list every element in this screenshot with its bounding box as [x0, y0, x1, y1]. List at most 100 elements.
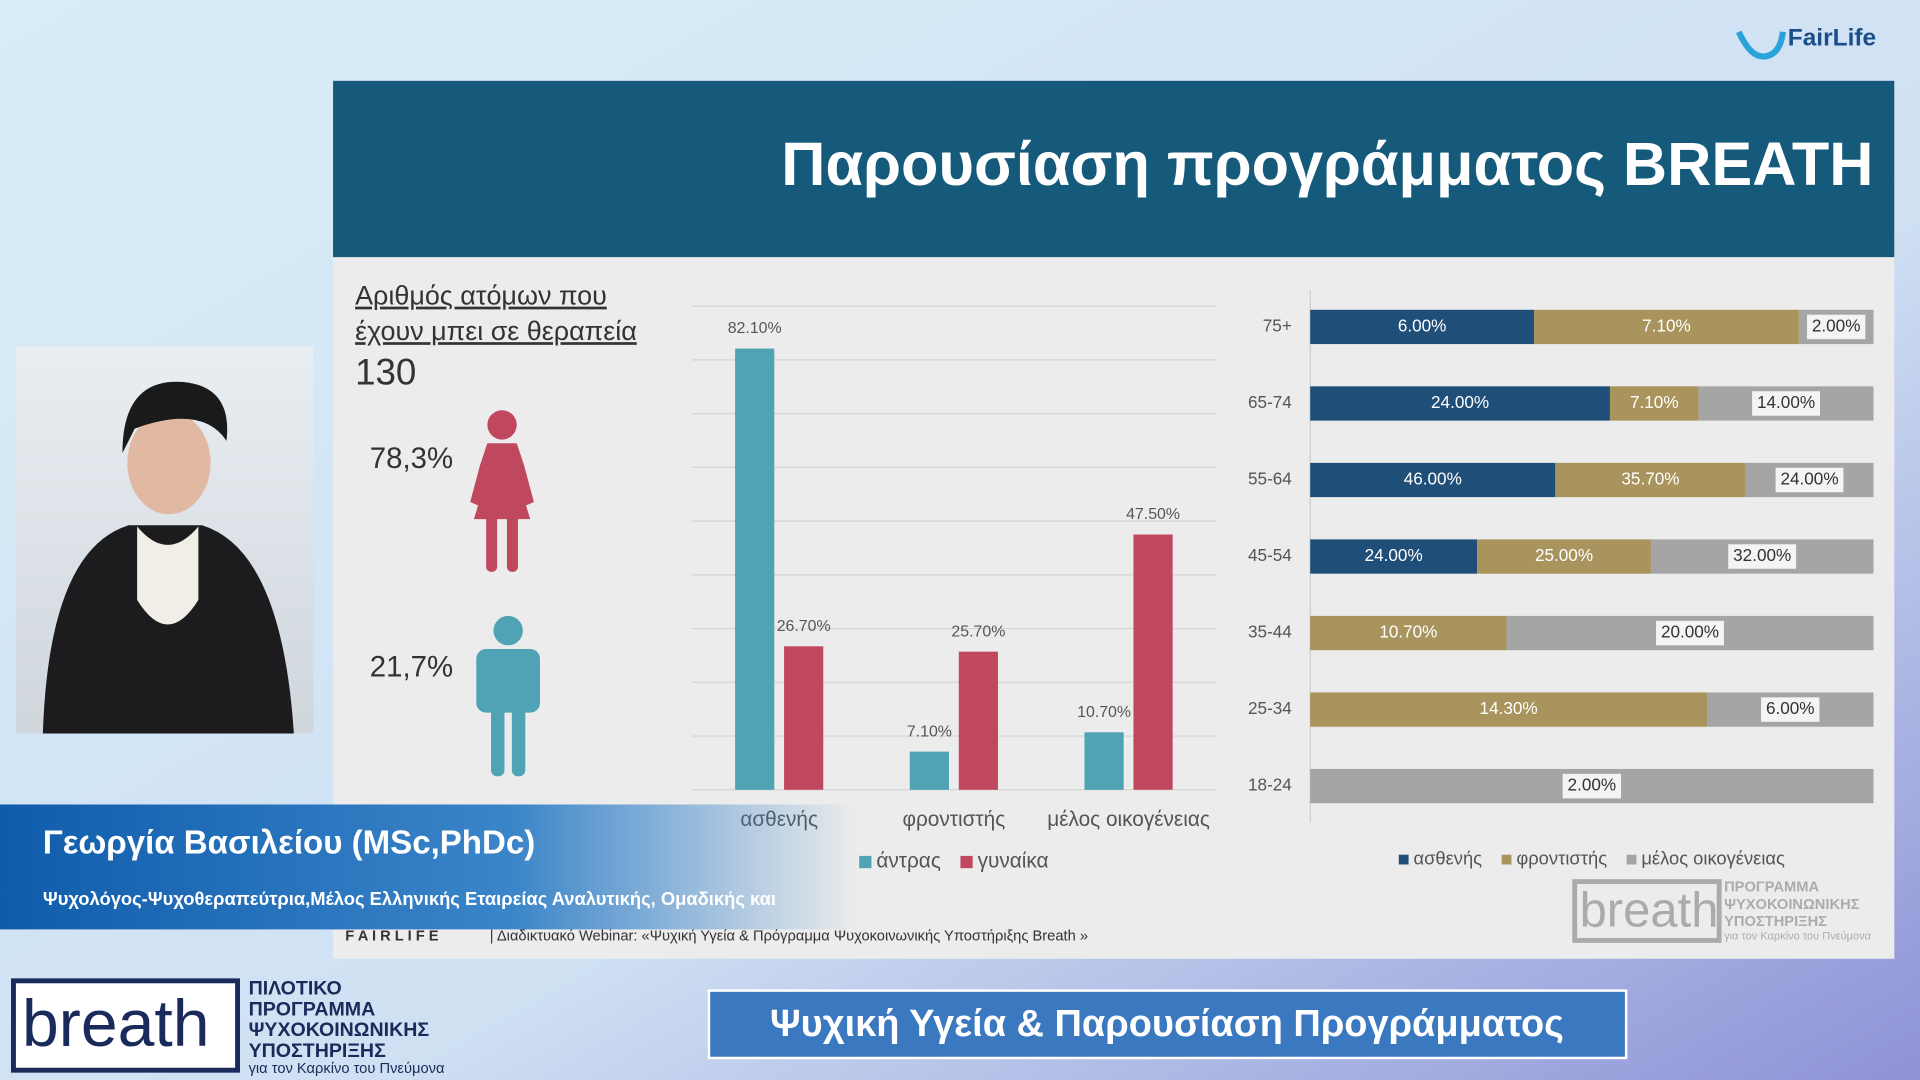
bar-segment — [1310, 692, 1707, 727]
data-label: 14.30% — [1480, 698, 1538, 718]
data-label: 14.00% — [1757, 392, 1815, 412]
legend-label: άντρας — [876, 850, 941, 873]
bar-segment — [1310, 615, 1507, 651]
lower-third — [0, 804, 858, 930]
data-label: 6.00% — [1766, 698, 1815, 718]
y-tick-label: 55-64 — [1248, 469, 1292, 489]
x-tick-label: φροντιστής — [902, 808, 1005, 831]
data-label: 2.00% — [1568, 775, 1617, 795]
data-label: 7.10% — [1630, 392, 1679, 412]
data-label: 25.00% — [1535, 545, 1593, 565]
program-logo: breath ΠΙΛΟΤΙΚΟ ΠΡΟΓΡΑΜΜΑ ΨΥΧΟΚΟΙΝΩΝΙΚΗΣ… — [11, 978, 445, 1077]
legend-swatch — [1501, 854, 1512, 865]
slide-title: Παρουσίαση προγράμματος BREATH — [781, 130, 1873, 198]
brand-logo: FairLife — [1735, 25, 1876, 60]
bar — [1084, 732, 1124, 790]
data-label: 26.70% — [777, 618, 831, 635]
bar-segment — [1609, 386, 1699, 421]
bar-segment — [1310, 462, 1556, 498]
y-tick-label: 75+ — [1263, 315, 1292, 335]
program-logo-line: ΥΠΟΣΤΗΡΙΞΗΣ — [249, 1040, 387, 1062]
bar-segment — [1534, 309, 1799, 345]
data-label-box — [1806, 314, 1866, 340]
data-label: 47.50% — [1126, 506, 1180, 523]
data-label: 2.00% — [1812, 315, 1861, 335]
footer-text: | Διαδικτυακό Webinar: «Ψυχική Υγεία & Π… — [490, 929, 1088, 945]
men-share: 21,7% — [370, 650, 453, 683]
legend-label: φροντιστής — [1516, 847, 1607, 868]
legend-swatch — [960, 855, 973, 869]
data-label: 32.00% — [1733, 545, 1791, 565]
data-label: 7.10% — [907, 723, 952, 740]
program-logo-line: ΠΙΛΟΤΙΚΟ — [249, 978, 342, 1000]
bar — [1133, 534, 1173, 790]
program-logo-line: ΠΡΟΓΡΑΜΜΑ — [249, 998, 376, 1020]
data-label: 35.70% — [1621, 469, 1679, 489]
bar-segment — [1477, 539, 1651, 574]
webcam-feed — [15, 346, 314, 734]
data-label: 24.00% — [1431, 392, 1489, 412]
bar — [784, 646, 824, 790]
data-label: 46.00% — [1404, 469, 1462, 489]
slide-logo-line: ΠΡΟΓΡΑΜΜΑ — [1724, 880, 1819, 896]
legend-label: γυναίκα — [978, 850, 1049, 873]
data-label: 10.70% — [1379, 622, 1437, 642]
legend-label: μέλος οικογένειας — [1641, 847, 1785, 868]
summary-total: 130 — [355, 351, 416, 392]
bar — [735, 348, 775, 790]
women-share: 78,3% — [370, 442, 453, 475]
slide-logo-word: breath — [1580, 883, 1719, 937]
slide-logo: breath ΠΡΟΓΡΑΜΜΑ ΨΥΧΟΚΟΙΝΩΝΙΚΗΣ ΥΠΟΣΤΗΡΙ… — [1572, 879, 1872, 943]
data-label: 6.00% — [1398, 315, 1447, 335]
data-label: 25.70% — [951, 623, 1005, 640]
slide-logo-tagline: για τον Καρκίνο του Πνεύμονα — [1724, 931, 1872, 943]
legend-swatch — [1626, 854, 1637, 865]
bar — [958, 651, 998, 790]
data-label-box — [1562, 773, 1622, 799]
x-tick-label: μέλος οικογένειας — [1047, 808, 1210, 831]
data-label-box — [1752, 391, 1820, 416]
data-label-box — [1656, 620, 1724, 646]
data-label-box — [1728, 544, 1797, 569]
data-label: 24.00% — [1780, 469, 1838, 489]
male-icon — [476, 615, 540, 777]
bar-segment — [1555, 462, 1746, 498]
y-tick-label: 65-74 — [1248, 392, 1292, 412]
legend-swatch — [1398, 854, 1409, 865]
data-label-box — [1761, 697, 1820, 722]
stacked-bar-chart: 75+ 6.00% 7.10% 2.00% 65-74 24.00% 7.10% 14.00%… — [1248, 290, 1874, 868]
bar-segment — [1310, 309, 1535, 345]
speaker-name: Γεωργία Βασιλείου (MSc,PhDc) — [43, 825, 535, 862]
y-tick-label: 45-54 — [1248, 545, 1292, 565]
session-banner-text: Ψυχική Υγεία & Παρουσίαση Προγράμματος — [770, 1003, 1564, 1045]
y-tick-label: 18-24 — [1248, 775, 1292, 795]
session-banner — [707, 989, 1628, 1060]
summary-label: έχουν μπει σε θεραπεία — [355, 316, 637, 346]
footer-brand: F A I R L I F E — [345, 929, 438, 945]
data-label: 10.70% — [1077, 704, 1131, 721]
program-logo-line: ΨΥΧΟΚΟΙΝΩΝΙΚΗΣ — [249, 1019, 430, 1041]
slide-logo-line: ΥΠΟΣΤΗΡΙΞΗΣ — [1724, 914, 1827, 930]
program-logo-tagline: για τον Καρκίνο του Πνεύμονα — [249, 1061, 445, 1077]
slide-logo-line: ΨΥΧΟΚΟΙΝΩΝΙΚΗΣ — [1724, 897, 1860, 913]
program-logo-word: breath — [22, 987, 209, 1061]
y-tick-label: 35-44 — [1248, 622, 1292, 642]
bar — [909, 751, 949, 790]
bar-segment — [1310, 539, 1478, 574]
data-label-box — [1775, 467, 1844, 493]
bar-segment — [1310, 386, 1610, 421]
data-label: 7.10% — [1642, 315, 1691, 335]
data-label: 82.10% — [728, 320, 782, 337]
legend-label: ασθενής — [1413, 847, 1482, 868]
slide-header — [333, 80, 1895, 258]
legend: άντρας γυναίκα — [859, 850, 1049, 873]
y-tick-label: 25-34 — [1248, 698, 1292, 718]
brand-logo-text: FairLife — [1788, 25, 1876, 52]
data-label: 24.00% — [1365, 545, 1423, 565]
summary-label: Αριθμός ατόμων που — [355, 281, 607, 311]
female-icon — [470, 410, 534, 572]
data-label: 20.00% — [1661, 622, 1719, 642]
